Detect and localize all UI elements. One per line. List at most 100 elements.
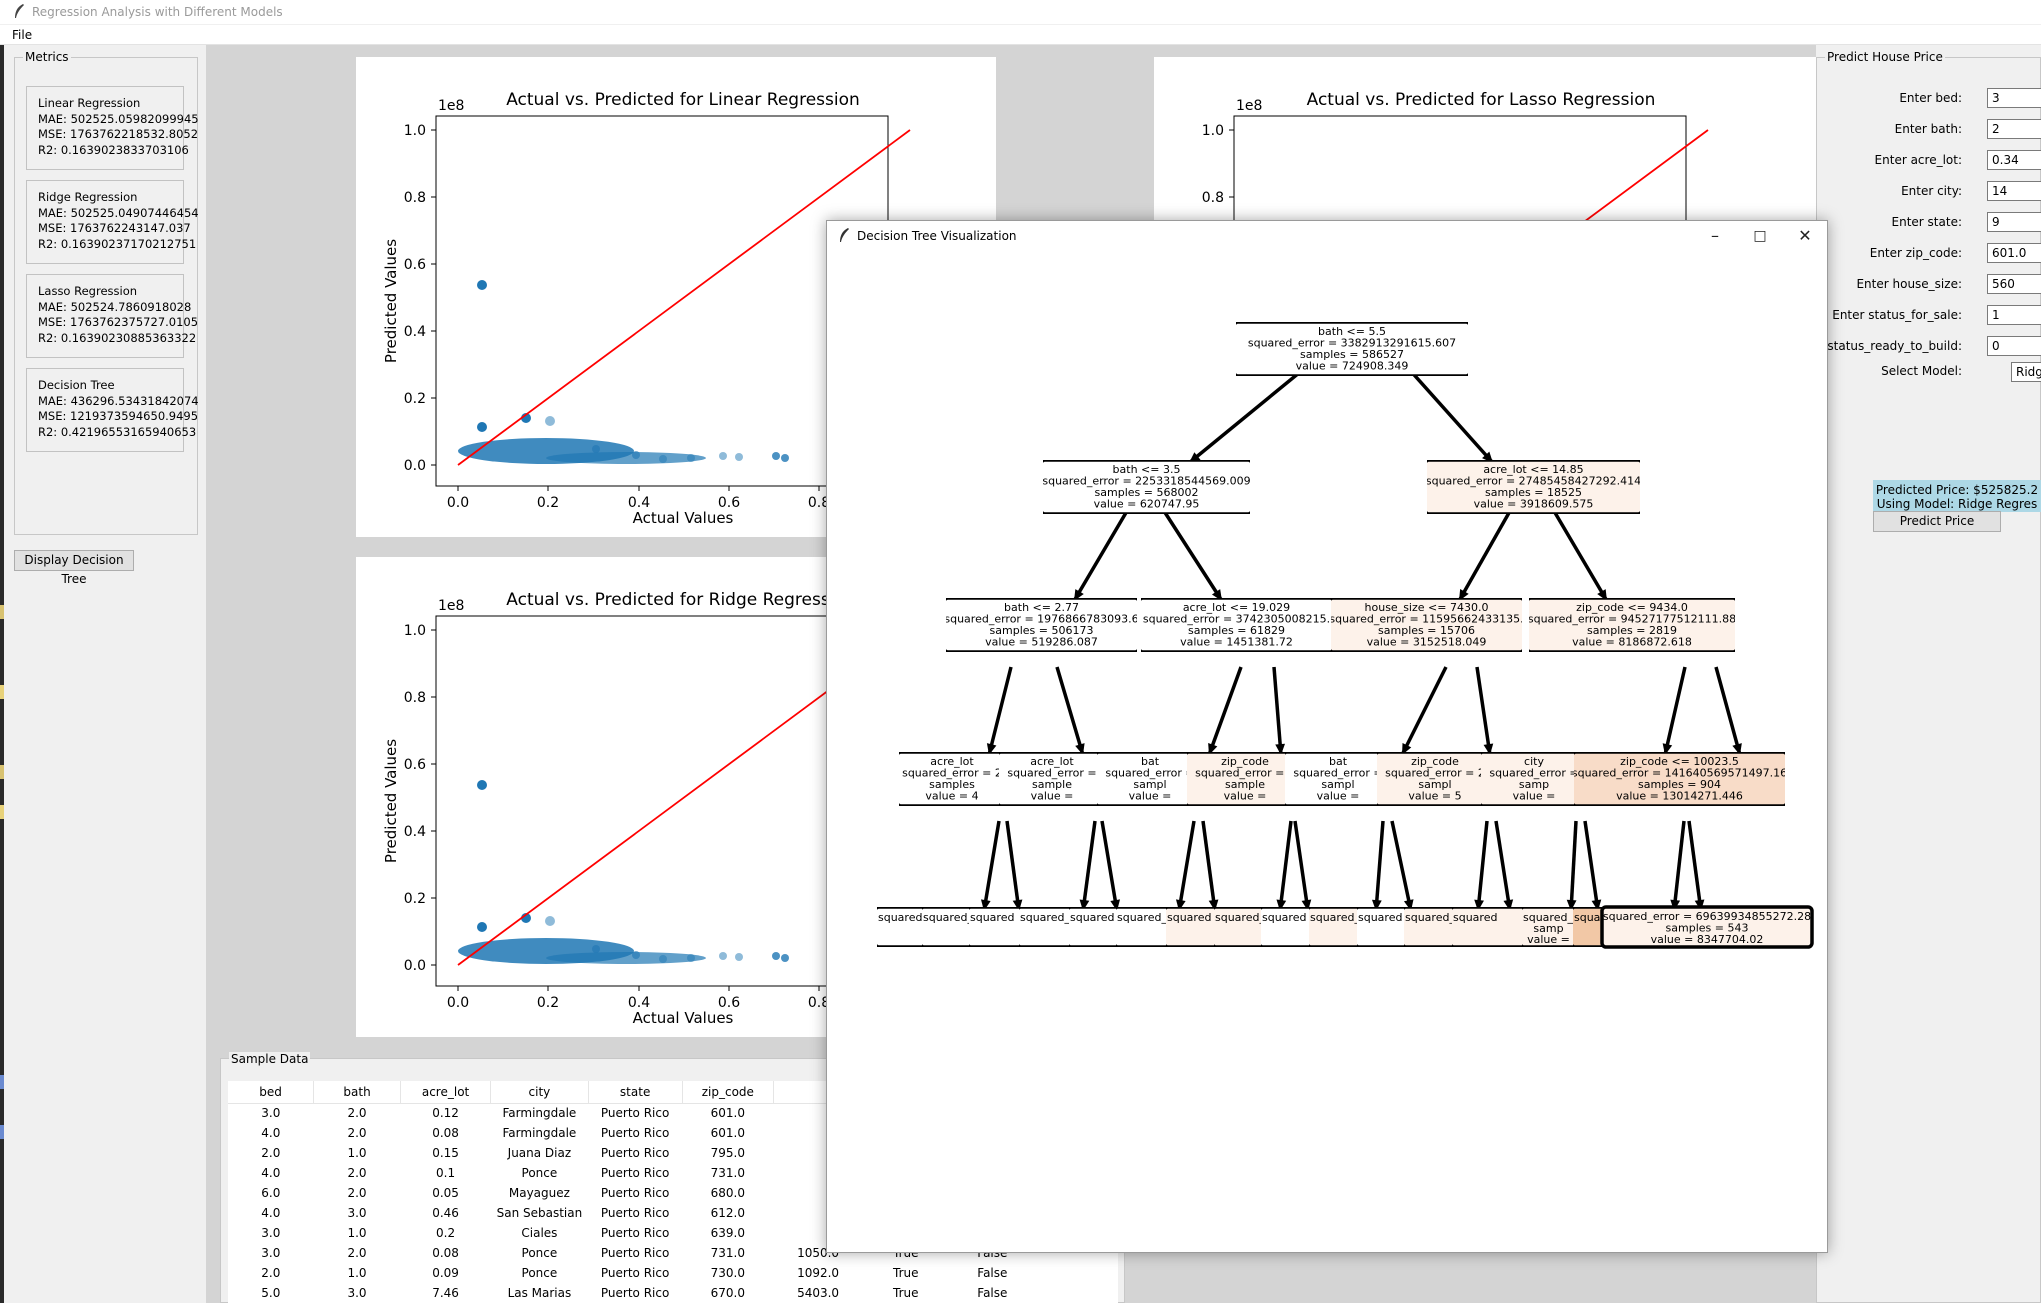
node-text: squared_error = 2 [902,767,1002,780]
column-header[interactable]: state [588,1081,683,1104]
tree-leaf: squared_error = 69639934855272.28samples… [1600,905,1814,949]
node-text: samples = 15706 [1378,624,1475,637]
node-text: squared_error = 1 [1195,767,1295,780]
x-tick: 0.6 [718,495,740,511]
column-header[interactable]: acre_lot [400,1081,492,1104]
field-input[interactable]: 0.34 [1987,150,2041,170]
predict-price-button[interactable]: Predict Price [1873,511,2001,532]
table-row[interactable]: 6.0 2.0 0.05 Mayaguez Puerto Rico 680.0 [228,1183,1118,1203]
table-cell: 639.0 [710,1226,746,1240]
tree-edge [1406,366,1495,465]
table-cell: 3.0 [347,1206,367,1220]
table-cell: 3.0 [261,1246,281,1260]
arrowhead-icon [1591,899,1602,911]
plot-title: Actual vs. Predicted for Ridge Regress [506,590,826,610]
table-cell: 0.08 [432,1126,459,1140]
table-row[interactable]: 4.0 2.0 0.1 Ponce Puerto Rico 731.0 [228,1163,1118,1183]
main-title-bar: Regression Analysis with Different Model… [0,0,2041,24]
tree-edge [1100,820,1119,912]
x-tick: 0.4 [628,995,650,1011]
y-tick: 0.2 [404,891,426,907]
table-cell: Puerto Rico [600,1186,670,1200]
display-decision-tree-button[interactable]: Display Decision Tree [14,550,134,586]
node-text: zip_code <= 9434.0 [1576,601,1688,614]
tree-leaf: squared_ [1214,907,1263,947]
node-text: value = 3152518.049 [1367,636,1487,649]
table-row[interactable]: 3.0 1.0 0.2 Ciales Puerto Rico 639.0 [228,1223,1118,1243]
model-select[interactable]: Ridge [2011,362,2041,382]
table-cell: Puerto Rico [600,1106,670,1121]
table-cell: 7.46 [432,1286,459,1300]
table-row[interactable]: 4.0 3.0 0.46 San Sebastian Puerto Rico 612.0 [228,1203,1118,1223]
table-row[interactable]: 5.0 3.0 7.46 Las Marias Puerto Rico 670.0 5403… [228,1283,1118,1303]
field-input[interactable]: 0 [1987,336,2041,356]
table-cell: 4.0 [261,1126,281,1140]
decision-tree-window: Decision Tree Visualization – □ ✕ bath <… [826,220,1828,1253]
field-input[interactable]: 3 [1987,88,2041,108]
node-text: squared_error = 94527177512111.88 [1528,613,1736,626]
tree-edge [1278,820,1293,912]
leaf-text: squared_ [1117,911,1167,924]
decision-tree-title-bar[interactable]: Decision Tree Visualization – □ ✕ [827,221,1827,251]
tree-edge [1005,820,1021,912]
minimize-icon[interactable]: – [1711,226,1719,245]
ridge-regression-plot: Actual vs. Predicted for Ridge Regress 1… [356,557,826,1037]
maximize-icon[interactable]: □ [1753,228,1767,244]
metric-model-name: Linear Regression [38,96,141,110]
tree-leaf: squared [1069,907,1118,947]
tree-edge [1374,820,1385,912]
field-label: Enter acre_lot: [1874,153,1962,167]
table-cell: Ponce [521,1246,558,1260]
field-input[interactable]: 9 [1987,212,2041,232]
node-text: value = [1224,790,1267,803]
plot-title: Actual vs. Predicted for Linear Regressi… [506,90,860,110]
node-text: squared_error = [1007,767,1096,780]
leaf-text: value = [1527,933,1570,946]
column-header[interactable]: bed [228,1081,315,1104]
x-axis-label: Actual Values [633,1009,734,1027]
predict-panel: Predict House Price Enter bed: 3 Enter bat… [1791,50,2041,1303]
arrowhead-icon [1012,899,1023,911]
y-tick: 0.4 [404,324,426,340]
node-text: house_size <= 7430.0 [1365,601,1489,614]
field-input[interactable]: 560 [1987,274,2041,294]
node-text: samples [929,778,975,791]
node-text: value = 620747.95 [1094,498,1200,511]
node-text: squared_error = 3742305008215. [1143,613,1330,626]
table-cell: 5403.0 [797,1286,840,1300]
column-header[interactable]: bath [313,1081,401,1104]
metric-mae: MAE: 502524.7860918028 [38,299,192,314]
close-icon[interactable]: ✕ [1798,226,1812,245]
field-input[interactable]: 601.0 [1987,243,2041,263]
table-row[interactable]: 4.0 2.0 0.08 Farmingdale Puerto Rico 601.0 [228,1123,1118,1143]
table-row[interactable]: 2.0 1.0 0.09 Ponce Puerto Rico 730.0 1092.0 Tru… [228,1263,1118,1283]
y-axis-label: Predicted Values [382,739,400,863]
x-tick: 0.2 [537,995,559,1011]
node-text: samples = 506173 [990,624,1094,637]
table-cell: 0.46 [432,1206,459,1220]
x-tick: 0.6 [718,995,740,1011]
x-axis-label: Actual Values [633,509,734,527]
table-cell: False [977,1266,1008,1280]
predict-title: Predict House Price [1825,50,1945,64]
field-input[interactable]: 1 [1987,305,2041,325]
column-header[interactable]: city [490,1081,589,1104]
node-text: zip_code <= 10023.5 [1620,755,1739,768]
tree-edge [1476,820,1489,912]
tree-edge [1475,666,1492,756]
metric-model-name: Ridge Regression [38,190,138,204]
scatter-points [458,280,789,464]
table-row[interactable]: 3.0 2.0 0.12 Farmingdale Puerto Rico 601.0 [228,1103,1118,1123]
menu-file[interactable]: File [12,28,33,42]
field-input[interactable]: 2 [1987,119,2041,139]
tree-edge [1457,510,1512,602]
node-text: squared_error = [1105,767,1194,780]
tree-edge [1494,820,1512,912]
table-cell: 6.0 [261,1186,281,1200]
table-row[interactable]: 2.0 1.0 0.15 Juana Diaz Puerto Rico 795.0 [228,1143,1118,1163]
field-input[interactable]: 14 [1987,181,2041,201]
column-header[interactable]: zip_code [682,1081,774,1104]
